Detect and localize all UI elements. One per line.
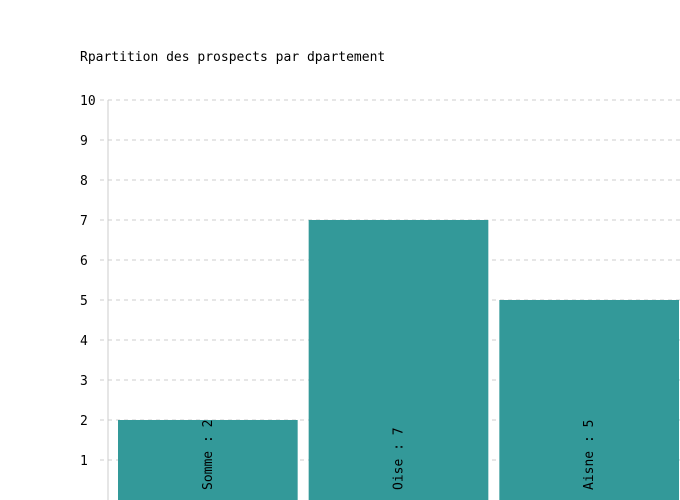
y-tick-label: 3 [80, 374, 88, 389]
chart-title: Rpartition des prospects par dpartement [80, 50, 386, 65]
y-tick-label: 9 [80, 134, 88, 149]
y-tick-label: 8 [80, 174, 88, 189]
bar-data-label: Aisne : 5 [582, 420, 597, 490]
y-tick-label: 2 [80, 414, 88, 429]
bar-data-label: Oise : 7 [392, 427, 407, 490]
y-tick-label: 4 [80, 334, 88, 349]
y-tick-label: 10 [80, 94, 96, 109]
bar-data-label: Somme : 2 [201, 420, 216, 490]
bar-aisne [499, 300, 679, 500]
y-tick-label: 1 [80, 454, 88, 469]
bar-oise [308, 220, 489, 500]
y-tick-label: 7 [80, 214, 88, 229]
y-tick-label: 6 [80, 254, 88, 269]
bar-somme [118, 420, 298, 500]
y-tick-label: 5 [80, 294, 88, 309]
